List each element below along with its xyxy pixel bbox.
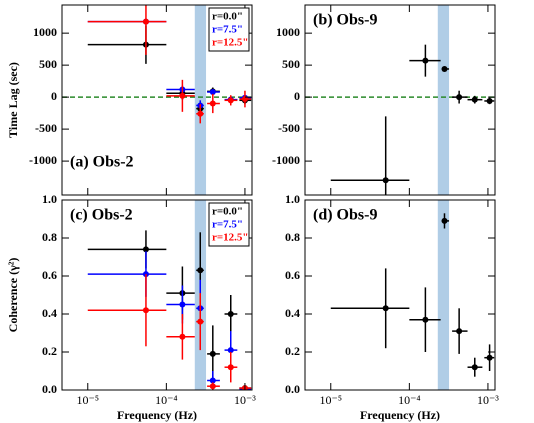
plot-area (330, 200, 495, 390)
plot-area (62, 5, 252, 195)
legend-entry: r=7.5" (212, 24, 243, 36)
y-tick-label: 0.8 (42, 230, 57, 244)
x-tick-label: 10⁻³ (234, 393, 256, 407)
data-point (197, 267, 204, 274)
data-point (471, 364, 478, 371)
data-point (382, 177, 389, 184)
panel-title: (d) Obs-9 (313, 207, 377, 224)
data-point (179, 333, 186, 340)
panel: -1000 -500 0 500 1000 (a) Obs-2 Time Lag (sec)… (6, 4, 253, 196)
data-point (209, 89, 216, 96)
data-point (142, 307, 149, 314)
x-tick-label: 10⁻⁵ (320, 393, 343, 407)
data-point (142, 246, 149, 253)
data-point (456, 328, 463, 335)
data-point (422, 57, 429, 64)
panel: 10⁻⁵ 10⁻⁴ 10⁻³ 0.0 0.2 0.4 0.6 0.8 1.0 (c) Obs-2 C… (6, 192, 257, 422)
data-point (227, 364, 234, 371)
y-tick-label: 0 (51, 89, 57, 103)
legend-entry: r=0.0" (212, 206, 243, 218)
panel-title: (b) Obs-9 (313, 12, 377, 29)
y-axis-label: Time Lag (sec) (6, 62, 20, 138)
data-point (471, 96, 478, 103)
data-point (441, 65, 448, 72)
x-axis-label: Frequency (Hz) (360, 408, 440, 422)
y-tick-label: 0.4 (42, 306, 57, 320)
y-tick-label: 500 (39, 57, 57, 71)
y-tick-label: 0 (294, 89, 300, 103)
data-point (422, 316, 429, 323)
y-tick-label: 500 (282, 57, 300, 71)
y-tick-label: 0.6 (285, 268, 300, 282)
panel: -1000 -500 0 500 1000 (b) Obs-9 (272, 4, 496, 196)
y-tick-label: 0.8 (285, 230, 300, 244)
x-tick-label: 10⁻⁴ (155, 393, 178, 407)
data-point (197, 318, 204, 325)
y-tick-label: 1.0 (285, 192, 300, 206)
y-tick-label: 1.0 (42, 192, 57, 206)
y-tick-label: 0.0 (42, 382, 57, 396)
y-tick-label: 1000 (276, 25, 300, 39)
legend-entry: r=12.5" (212, 232, 249, 244)
axes-frame (61, 4, 253, 196)
data-point (486, 97, 493, 104)
data-point (209, 377, 216, 384)
y-tick-label: -1000 (29, 153, 57, 167)
y-tick-label: -500 (35, 121, 57, 135)
axes-frame (304, 4, 496, 196)
data-point (209, 100, 216, 107)
shaded-band (437, 200, 450, 390)
shaded-band (437, 5, 450, 195)
data-point (209, 350, 216, 357)
panel-title: (a) Obs-2 (70, 154, 134, 171)
data-point (441, 217, 448, 224)
x-tick-label: 10⁻⁴ (398, 393, 421, 407)
data-point (227, 97, 234, 104)
y-tick-label: 0.2 (42, 344, 57, 358)
x-tick-label: 10⁻³ (477, 393, 499, 407)
legend-box (208, 7, 250, 52)
data-point (227, 347, 234, 354)
y-tick-label: 0.6 (42, 268, 57, 282)
data-point (179, 301, 186, 308)
y-tick-label: 0.2 (285, 344, 300, 358)
y-tick-label: -500 (278, 121, 300, 135)
data-point (197, 110, 204, 117)
data-point (382, 305, 389, 312)
legend-entry: r=7.5" (212, 219, 243, 231)
axes-frame (61, 199, 253, 391)
legend-entry: r=12.5" (212, 37, 249, 49)
panel-title: (c) Obs-2 (70, 207, 133, 224)
data-point (209, 383, 216, 390)
data-point (179, 92, 186, 99)
data-point (456, 94, 463, 101)
legend-box (208, 202, 250, 247)
legend-entry: r=0.0" (212, 11, 243, 23)
axes-frame (304, 199, 496, 391)
x-axis-label: Frequency (Hz) (117, 408, 197, 422)
plot-area (305, 5, 495, 195)
y-tick-label: 0.0 (285, 382, 300, 396)
panel: 10⁻⁵ 10⁻⁴ 10⁻³ 0.0 0.2 0.4 0.6 0.8 1.0 (d) Obs-9 F… (285, 192, 499, 422)
data-point (486, 354, 493, 361)
y-tick-label: -1000 (272, 153, 300, 167)
data-point (142, 18, 149, 25)
shaded-band (194, 5, 207, 195)
x-tick-label: 10⁻⁵ (77, 393, 100, 407)
y-axis-label: Coherence (γ²) (6, 258, 20, 333)
y-tick-label: 1000 (33, 25, 57, 39)
data-point (227, 311, 234, 317)
y-tick-label: 0.4 (285, 306, 300, 320)
